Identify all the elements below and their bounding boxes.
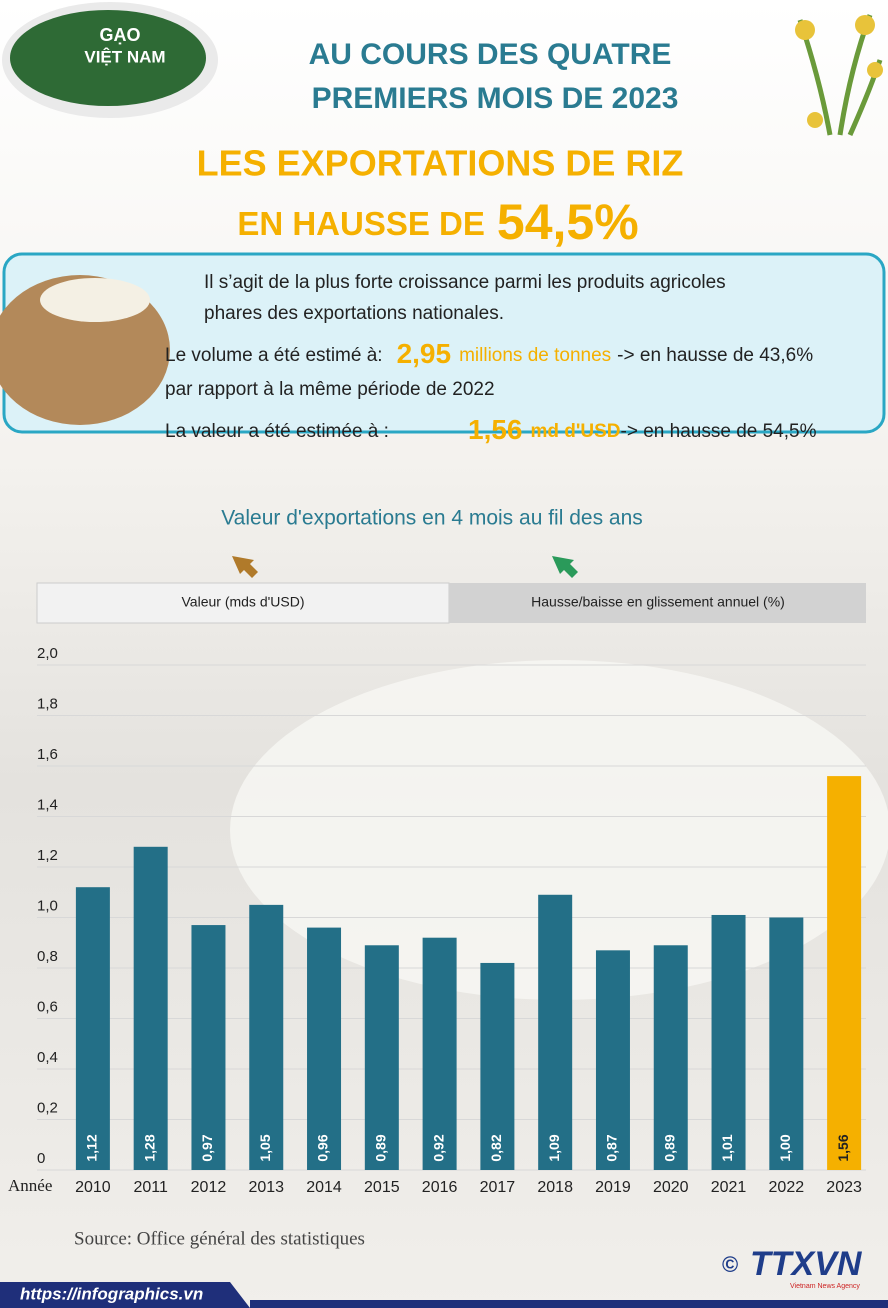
value-label: 1,05 [257, 1134, 273, 1161]
bar [595, 950, 630, 1170]
info-label: Le volume a été estimé à: [165, 345, 383, 366]
bar [307, 927, 342, 1170]
value-label: 0,87 [604, 1134, 620, 1161]
y-tick-label: 0,2 [37, 1099, 58, 1116]
footer-band [0, 1282, 250, 1308]
info-text: Il s’agit de la plus forte croissance pa… [204, 272, 726, 293]
info-text: phares des exportations nationales. [204, 303, 504, 324]
y-tick-label: 1,0 [37, 897, 58, 914]
x-tick-label: 2021 [711, 1179, 747, 1196]
bar [769, 917, 804, 1170]
x-tick-label: 2013 [248, 1179, 284, 1196]
bar [480, 962, 515, 1170]
x-tick-label: 2012 [191, 1179, 227, 1196]
y-tick-label: 2,0 [37, 645, 58, 662]
y-tick-label: 1,4 [37, 796, 58, 813]
bar [538, 894, 573, 1170]
value-label: 1,12 [84, 1134, 100, 1161]
rice-bag [40, 278, 150, 322]
tab[interactable]: Hausse/baisse en glissement annuel (%) [449, 583, 866, 623]
bar [133, 846, 168, 1170]
value-label: 0,97 [199, 1134, 215, 1161]
value-label: 0,96 [315, 1134, 331, 1161]
value-label: 1,01 [719, 1134, 735, 1161]
value-label: 1,00 [777, 1134, 793, 1161]
x-tick-label: 2014 [306, 1179, 342, 1196]
x-tick-label: 2015 [364, 1179, 400, 1196]
info-change: -> en hausse de 54,5% [621, 421, 817, 442]
info-change: -> en hausse de 43,6% [617, 345, 813, 366]
y-tick-label: 1,2 [37, 847, 58, 864]
value-label: 0,82 [488, 1134, 504, 1161]
header-title: AU COURS DES QUATRE [309, 38, 672, 71]
bar [75, 887, 110, 1170]
pointer-icon [232, 556, 258, 578]
headline: LES EXPORTATIONS DE RIZ [197, 143, 684, 184]
value-label: 1,28 [141, 1134, 157, 1161]
y-tick-label: 0 [37, 1150, 45, 1167]
info-unit: millions de tonnes [459, 345, 611, 366]
x-tick-label: 2018 [537, 1179, 573, 1196]
pointer-icon [552, 556, 578, 578]
bar [653, 945, 688, 1170]
x-tick-label: 2020 [653, 1179, 689, 1196]
x-tick-label: 2011 [133, 1179, 168, 1196]
x-tick-label: 2010 [75, 1179, 111, 1196]
logo-text: GẠO [99, 25, 140, 45]
value-label: 0,89 [661, 1134, 677, 1161]
info-unit: md d'USD [531, 421, 621, 442]
rice-bowl [230, 660, 888, 1000]
value-label: 0,89 [373, 1134, 389, 1161]
info-value: 2,95 [397, 338, 452, 369]
x-tick-label: 2023 [826, 1179, 862, 1196]
bar [191, 925, 226, 1170]
footer-url[interactable]: https://infographics.vn [20, 1284, 203, 1303]
bar [827, 776, 862, 1170]
bar [422, 937, 457, 1170]
x-tick-label: 2022 [769, 1179, 805, 1196]
y-tick-label: 1,6 [37, 746, 58, 763]
x-tick-label: 2017 [480, 1179, 516, 1196]
headline: EN HAUSSE DE 54,5% [237, 194, 638, 250]
bar [364, 945, 399, 1170]
x-tick-label: 2016 [422, 1179, 458, 1196]
tab-label[interactable]: Hausse/baisse en glissement annuel (%) [531, 594, 785, 610]
chart-title: Valeur d'exportations en 4 mois au fil d… [221, 507, 643, 530]
tab[interactable]: Valeur (mds d'USD) [36, 582, 450, 624]
info-value: 1,56 [468, 414, 523, 445]
headline-highlight: 54,5% [497, 194, 639, 250]
y-tick-label: 0,4 [37, 1049, 58, 1066]
y-tick-label: 1,8 [37, 695, 58, 712]
tab-background[interactable] [449, 583, 866, 623]
y-tick-label: 0,8 [37, 948, 58, 965]
source: Source: Office général des statistiques [74, 1228, 365, 1249]
agency: Vietnam News Agency [790, 1283, 860, 1290]
footer-line [250, 1300, 888, 1308]
info-text: La valeur a été estimée à : 1,56 md d'USD-… [165, 414, 817, 445]
header-title: PREMIERS MOIS DE 2023 [312, 82, 679, 115]
logo-text: VIỆT NAM [84, 47, 165, 66]
bar [249, 904, 284, 1170]
x-axis-label: Année [8, 1176, 52, 1195]
bar [711, 914, 746, 1170]
info-text: par rapport à la même période de 2022 [165, 379, 495, 400]
rice-stalk [795, 14, 883, 137]
tab-label[interactable]: Valeur (mds d'USD) [182, 594, 305, 610]
info-text: Le volume a été estimé à: 2,95 millions de… [165, 338, 813, 369]
x-tick-label: 2019 [595, 1179, 631, 1196]
brand: TTXVN [750, 1245, 863, 1283]
headline-text: EN HAUSSE DE [237, 205, 485, 242]
copyright: © [722, 1252, 738, 1277]
y-tick-label: 0,6 [37, 998, 58, 1015]
info-label: La valeur a été estimée à : [165, 421, 389, 442]
logo [10, 10, 206, 106]
value-label: 1,56 [835, 1134, 851, 1161]
value-label: 1,09 [546, 1134, 562, 1161]
value-label: 0,92 [430, 1134, 446, 1161]
